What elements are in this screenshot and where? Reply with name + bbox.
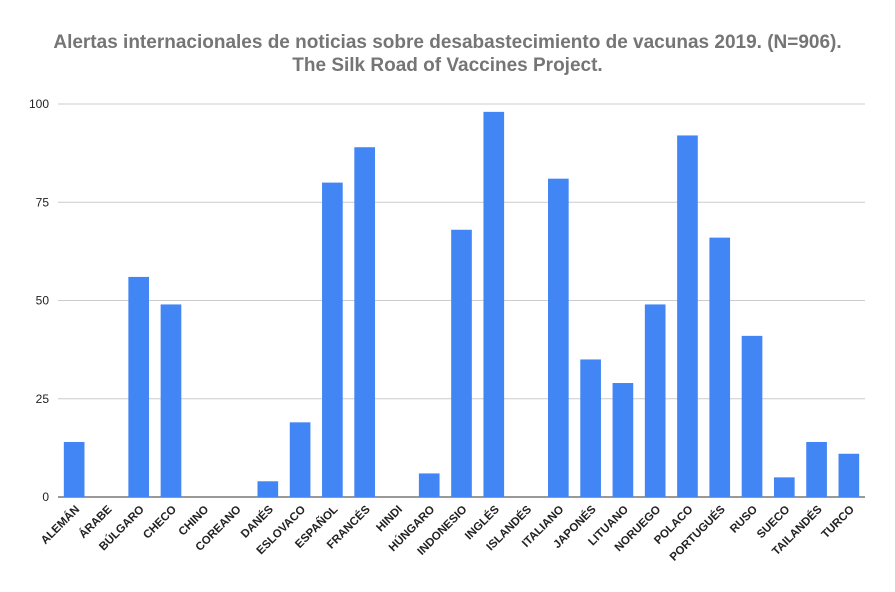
bar xyxy=(354,147,375,498)
bar xyxy=(483,111,505,498)
y-tick-label: 75 xyxy=(36,195,50,209)
bar xyxy=(418,473,440,497)
x-tick-label: HINDI xyxy=(374,504,405,535)
bar xyxy=(548,178,569,498)
x-tick-label: ALEMÁN xyxy=(38,503,82,547)
x-tick-label: PORTUGUÉS xyxy=(667,503,728,564)
y-tick-label: 0 xyxy=(42,490,49,504)
bar xyxy=(612,383,634,497)
bar xyxy=(128,276,150,497)
bar xyxy=(580,359,601,497)
bar xyxy=(677,135,698,497)
y-tick-label: 25 xyxy=(36,392,50,406)
y-tick-label: 100 xyxy=(29,97,49,111)
bar xyxy=(289,422,311,497)
bar xyxy=(773,477,795,497)
bar xyxy=(806,441,827,497)
bar xyxy=(257,481,279,497)
bar xyxy=(451,229,472,497)
bar xyxy=(322,182,343,497)
chart-subtitle: The Silk Road of Vaccines Project. xyxy=(292,55,603,76)
bar xyxy=(741,335,763,497)
x-tick-label: TURCO xyxy=(820,504,857,541)
bar xyxy=(160,304,182,497)
bar xyxy=(709,237,731,497)
bar xyxy=(63,441,85,497)
chart-title: Alertas internacionales de noticias sobr… xyxy=(53,32,842,53)
x-tick-label: CHECO xyxy=(141,504,179,542)
bar xyxy=(644,304,666,497)
y-tick-label: 50 xyxy=(36,294,50,308)
bar xyxy=(838,453,860,497)
